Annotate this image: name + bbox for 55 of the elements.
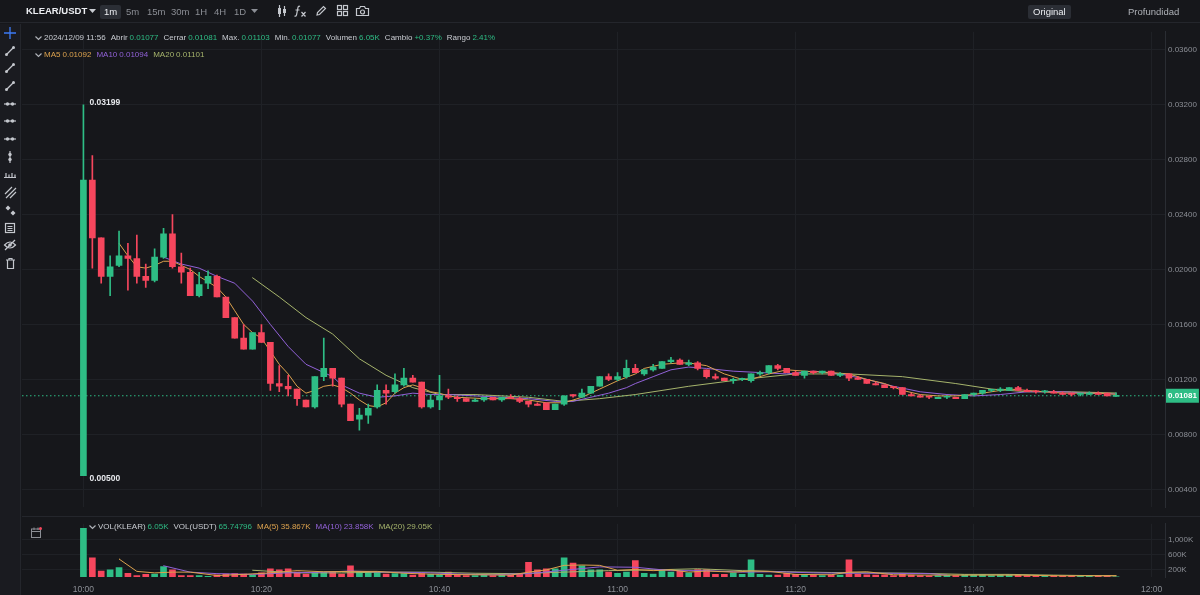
series-label: VOL(KLEAR) xyxy=(98,522,146,532)
text: 1H xyxy=(195,5,208,19)
annotation: 0.01094 xyxy=(119,50,149,60)
text: MA5 xyxy=(44,50,61,60)
text: Profundidad xyxy=(1128,5,1180,19)
annotation: Abrir 0.01077 xyxy=(110,33,159,43)
x-tick-label: 10:20 xyxy=(250,584,273,595)
x-tick-label: 11:00 xyxy=(607,584,629,595)
ref-line-label: 0.01081 xyxy=(1168,391,1198,401)
y-tick-label: 0.01200 xyxy=(1168,374,1198,384)
y-tick-label: 0.03600 xyxy=(1168,44,1198,54)
y-tick-label: 0.02800 xyxy=(1168,154,1198,164)
text: 30m xyxy=(171,5,190,19)
x-tick-label: 11:40 xyxy=(963,584,985,595)
annotation: 0.00500 xyxy=(89,472,121,483)
y-tick-label: 0.02000 xyxy=(1168,264,1198,274)
annotation: 0.01092 xyxy=(62,50,92,60)
text: MA20 xyxy=(153,50,175,60)
annotation: 35.867K xyxy=(280,522,311,532)
y-tick-label: 1,000K xyxy=(1168,534,1195,544)
annotation: 29.05K xyxy=(406,522,433,532)
annotation: 2024/12/09 11:56 xyxy=(44,33,106,43)
text: 5m xyxy=(126,5,140,19)
annotation: Volumen 6.05K xyxy=(325,33,380,43)
text: MA(20) xyxy=(378,522,405,532)
annotation: 23.858K xyxy=(343,522,374,532)
annotation: Min. 0.01077 xyxy=(274,33,321,43)
y-tick-label: 0.01600 xyxy=(1168,319,1198,329)
text: Original xyxy=(1028,5,1071,19)
text: 15m xyxy=(147,5,166,19)
chart-title: KLEAR/USDT xyxy=(26,5,88,17)
text: MA10 xyxy=(96,50,118,60)
annotation: 0.01101 xyxy=(176,50,205,60)
x-tick-label: 10:00 xyxy=(72,584,95,595)
annotation: Cerrar 0.01081 xyxy=(163,33,218,43)
text: 1D xyxy=(234,5,247,19)
y-tick-label: 0.02400 xyxy=(1168,209,1198,219)
annotation: VOL(USDT) 65.74796 xyxy=(173,522,252,532)
y-tick-label: 600K xyxy=(1168,549,1188,559)
annotation: Max. 0.01103 xyxy=(222,33,270,43)
x-tick-label: 11:20 xyxy=(785,584,807,595)
y-tick-label: 200K xyxy=(1168,564,1188,574)
x-tick-label: 12:00 xyxy=(1141,584,1163,595)
y-tick-label: 0.00400 xyxy=(1168,484,1198,494)
annotation: 0.03199 xyxy=(89,97,121,108)
annotation: Rango 2.41% xyxy=(446,33,496,43)
text: MA(10) xyxy=(315,522,342,532)
x-tick-label: 10:40 xyxy=(428,584,451,595)
text: 1m xyxy=(100,5,122,19)
text: MA(5) xyxy=(256,522,279,532)
y-tick-label: 0.00800 xyxy=(1168,429,1198,439)
text: 4H xyxy=(214,5,227,19)
annotation: Cambio +0.37% xyxy=(384,33,442,43)
y-tick-label: 0.03200 xyxy=(1168,99,1198,109)
annotation: 6.05K xyxy=(147,522,169,532)
